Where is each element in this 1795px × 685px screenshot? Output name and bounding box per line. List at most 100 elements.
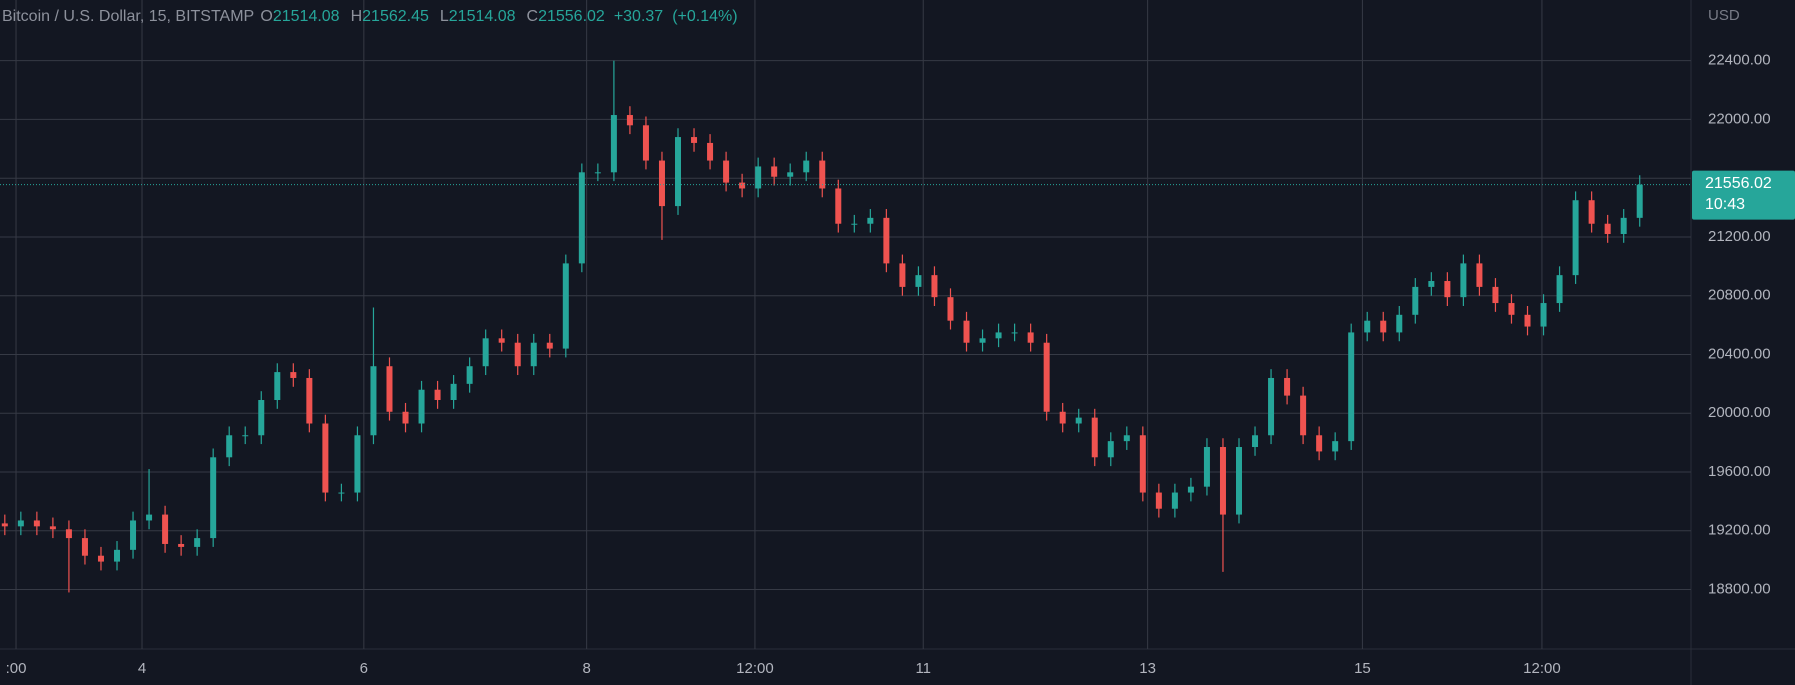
candle-body [514, 342, 521, 367]
candle-body [1508, 303, 1515, 315]
candle-body [1123, 435, 1130, 442]
candle-body [963, 320, 970, 343]
candle-body [723, 160, 730, 183]
candle-body [178, 543, 185, 547]
candle-body [658, 160, 665, 207]
candle-body [819, 160, 826, 189]
candle-body [1636, 184, 1643, 218]
candle-body [434, 389, 441, 401]
candle-body [17, 520, 24, 527]
change-percent: (+0.14%) [672, 8, 738, 25]
candle-body [851, 223, 858, 225]
candle-body [1219, 447, 1226, 515]
candle-body [1059, 411, 1066, 424]
candle-body [258, 400, 265, 436]
candle-body [290, 372, 297, 378]
y-tick-label: 21200.00 [1708, 228, 1771, 245]
change: +30.37 [613, 8, 664, 25]
candle-body [578, 172, 585, 264]
candle-body [338, 492, 345, 494]
candle-body [867, 217, 874, 224]
candle-body [691, 137, 698, 143]
candle-body [915, 275, 922, 287]
candle-body [995, 332, 1002, 339]
candle-body [210, 457, 217, 539]
candle-body [1396, 314, 1403, 333]
x-tick-label: 12:00 [736, 660, 774, 677]
countdown-label: 10:43 [1705, 196, 1745, 213]
symbol-title: Bitcoin / U.S. Dollar, 15, BITSTAMP [2, 8, 254, 25]
candle-body [482, 338, 489, 367]
ohlc-value: 21514.08 [448, 8, 516, 25]
grid [0, 0, 1691, 649]
candle-body [162, 514, 169, 544]
candle-body [1588, 200, 1595, 224]
ohlc-value: 21562.45 [362, 8, 429, 25]
candle-body [642, 125, 649, 161]
candle-body [1332, 441, 1339, 452]
candle-body [1428, 281, 1435, 287]
candle-body [1300, 395, 1307, 436]
ohlc-key: O [260, 8, 273, 25]
candle-body [1540, 303, 1547, 327]
candle-body [81, 538, 88, 556]
candle-body [947, 297, 954, 321]
candle-body [1091, 417, 1098, 458]
candle-body [899, 263, 906, 287]
candle-body [755, 166, 762, 189]
candle-body [498, 338, 505, 343]
candle-body [114, 549, 121, 562]
candle-body [274, 372, 281, 401]
candle-body [931, 275, 938, 298]
candle-body [1011, 332, 1018, 334]
candle-body [370, 366, 377, 436]
y-tick-label: 20000.00 [1708, 404, 1771, 421]
candle-body [1155, 492, 1162, 509]
x-tick-label: 6 [360, 660, 368, 677]
candle-body [33, 520, 40, 527]
candle-body [1604, 223, 1611, 235]
candle-body [803, 160, 810, 173]
y-tick-label: 19200.00 [1708, 522, 1771, 539]
candle-body [771, 166, 778, 177]
ohlc-value: 21556.02 [538, 8, 605, 25]
candle-body [1043, 342, 1050, 412]
y-tick-label: 18800.00 [1708, 580, 1771, 597]
candle-body [466, 366, 473, 384]
ohlc-key: C [526, 8, 539, 25]
candle-body [1252, 435, 1259, 448]
candle-body [1572, 200, 1579, 276]
candle-body [1268, 377, 1275, 436]
candle-body [1364, 320, 1371, 333]
legend-header: Bitcoin / U.S. Dollar, 15, BITSTAMP O215… [2, 8, 747, 26]
x-tick-label: 4 [138, 660, 146, 677]
x-tick-label: 8 [582, 660, 590, 677]
candle-body [1187, 486, 1194, 493]
candle-body [626, 115, 633, 126]
candle-body [146, 514, 153, 521]
candle-body [226, 435, 233, 458]
candle-body [130, 520, 137, 550]
y-tick-label: 22400.00 [1708, 52, 1771, 69]
candle-body [1348, 332, 1355, 442]
ohlc-value: 21514.08 [272, 8, 340, 25]
candle-body [1556, 275, 1563, 304]
candle-body [97, 555, 104, 562]
candle-body [322, 423, 329, 493]
candle-body [306, 377, 313, 424]
y-tick-label: 19600.00 [1708, 463, 1771, 480]
candle-body [418, 389, 425, 424]
candle-body [1444, 281, 1451, 298]
candle-body [1235, 447, 1242, 515]
candle-body [835, 188, 842, 224]
candle-body [530, 342, 537, 367]
candle-body [402, 411, 409, 424]
candle-body [1027, 332, 1034, 343]
candle-body [1412, 286, 1419, 315]
candle-body [386, 366, 393, 412]
candle-body [194, 538, 201, 547]
candle-body [242, 435, 249, 437]
candle-body [594, 172, 601, 174]
